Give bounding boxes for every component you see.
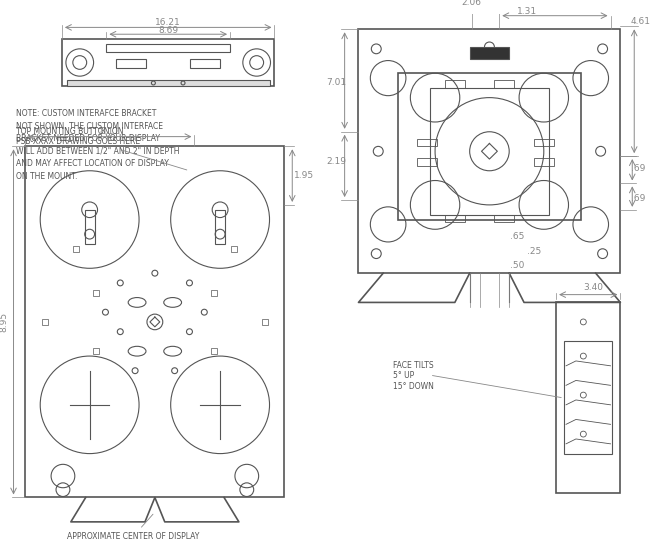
Text: .69: .69 (631, 165, 645, 173)
Text: FACE TILTS
5° UP
15° DOWN: FACE TILTS 5° UP 15° DOWN (393, 361, 434, 391)
Bar (534, 138, 554, 146)
Bar (73, 246, 78, 252)
Text: 4.61: 4.61 (630, 17, 650, 26)
Bar (445, 215, 465, 222)
Bar (67, 80, 269, 86)
Bar (85, 210, 95, 244)
Bar (215, 210, 225, 244)
Bar (534, 158, 554, 166)
Bar (93, 290, 99, 296)
Bar (231, 246, 237, 252)
Text: NOTE: CUSTOM INTERAFCE BRACKET
NOT SHOWN. THE CUSTOM INTERFACE
BRACKET NEEDED FO: NOTE: CUSTOM INTERAFCE BRACKET NOT SHOWN… (16, 110, 179, 181)
Bar (93, 348, 99, 354)
Bar (211, 348, 217, 354)
Bar (62, 39, 275, 86)
Bar (417, 138, 437, 146)
Text: 7.01: 7.01 (326, 78, 347, 87)
Bar (116, 58, 146, 68)
Bar (494, 215, 514, 222)
Text: 2.06: 2.06 (462, 0, 481, 7)
Bar (445, 80, 465, 88)
Bar (211, 290, 217, 296)
Bar (417, 158, 437, 166)
Bar (470, 47, 509, 58)
Text: .50: .50 (510, 261, 525, 270)
Bar (430, 88, 549, 215)
Text: 1.31: 1.31 (517, 7, 537, 16)
Text: 8.95: 8.95 (0, 312, 8, 332)
Text: 8.11: 8.11 (100, 127, 120, 136)
Bar (398, 73, 581, 220)
Bar (358, 29, 621, 273)
Text: TOP MOUNTING BUTTON ON
PSB-XXXX DRAWING GOES HERE: TOP MOUNTING BUTTON ON PSB-XXXX DRAWING … (16, 127, 187, 170)
Bar (494, 80, 514, 88)
Text: .25: .25 (526, 247, 541, 256)
Text: .65: .65 (510, 232, 525, 241)
Bar (556, 302, 621, 493)
Text: 3.40: 3.40 (583, 284, 603, 292)
Bar (190, 58, 220, 68)
Text: 1.95: 1.95 (294, 171, 314, 180)
Text: 16.21: 16.21 (156, 18, 181, 27)
Text: 2.19: 2.19 (327, 156, 347, 166)
Bar (43, 319, 48, 325)
Bar (564, 341, 613, 454)
Bar (107, 44, 230, 52)
Text: APPROXIMATE CENTER OF DISPLAY: APPROXIMATE CENTER OF DISPLAY (67, 514, 199, 541)
Text: .69: .69 (631, 193, 645, 202)
Text: 8.69: 8.69 (158, 26, 179, 35)
Bar (26, 146, 284, 498)
Bar (262, 319, 267, 325)
